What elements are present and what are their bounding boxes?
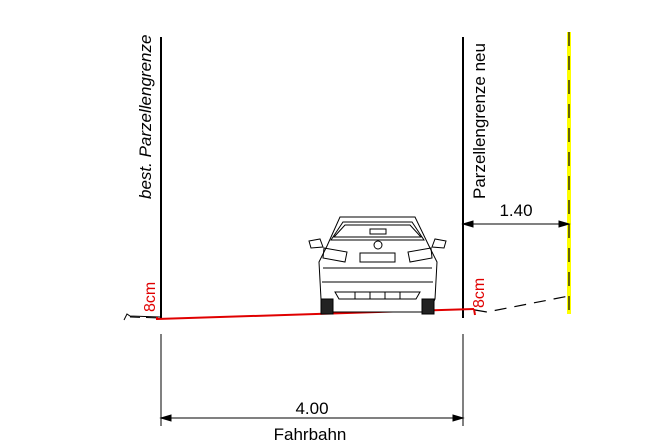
offset-dimension-label: 1.40 [499, 201, 532, 220]
existing-boundary-label: best. Parzellengrenze [136, 35, 155, 199]
terrain-right-dashed [474, 295, 570, 313]
road-caption-label: Fahrbahn [274, 425, 347, 444]
offset-dimension-line [461, 220, 571, 228]
terrain-left-dashed [129, 316, 161, 319]
road-width-label: 4.00 [295, 399, 328, 418]
curb-right-label: 8cm [471, 278, 488, 308]
curb-left-label: 8cm [142, 282, 159, 312]
terrain-left [123, 313, 161, 321]
car-rear-icon [308, 216, 447, 315]
road-width-dimension-line [159, 334, 465, 426]
new-boundary-label: Parzellengrenze neu [470, 43, 489, 199]
